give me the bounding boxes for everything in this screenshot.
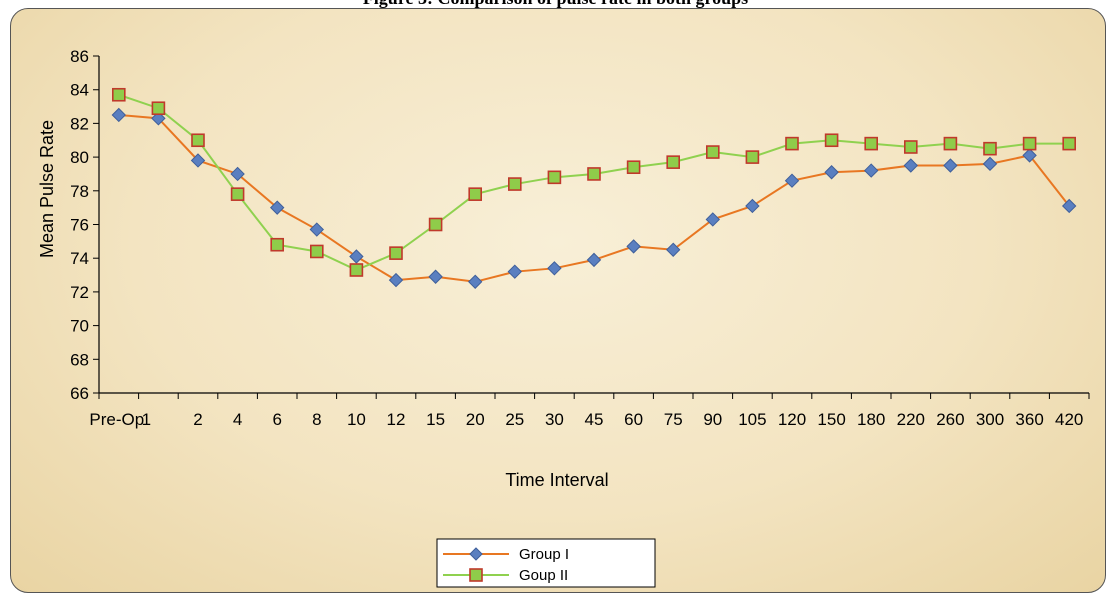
- x-tick-label: 4: [233, 410, 242, 429]
- data-point: [388, 272, 404, 288]
- data-point: [349, 249, 364, 264]
- data-point: [705, 145, 720, 159]
- data-point: [191, 133, 205, 148]
- data-point: [111, 107, 127, 123]
- series-markers: [111, 87, 1077, 289]
- y-tick-label: 70: [70, 317, 89, 336]
- data-point: [785, 136, 799, 151]
- data-point: [230, 166, 245, 182]
- data-point: [1022, 148, 1037, 163]
- y-tick-label: 74: [70, 249, 89, 268]
- x-tick-label: 10: [347, 410, 366, 429]
- y-tick-label: 68: [70, 350, 89, 369]
- data-point: [269, 200, 285, 215]
- legend-label: Group I: [519, 546, 569, 563]
- x-tick-label: 1: [142, 410, 151, 429]
- legend: Group I Goup II: [436, 538, 656, 588]
- x-tick-label: 2: [193, 410, 202, 429]
- x-tick-label: 150: [817, 410, 845, 429]
- x-tick-label: 75: [664, 410, 683, 429]
- x-tick-label: 260: [936, 410, 964, 429]
- x-tick-label: 12: [387, 410, 406, 429]
- x-tick-label: 180: [857, 410, 885, 429]
- data-point: [151, 111, 166, 126]
- x-tick-label: 30: [545, 410, 564, 429]
- data-point: [468, 187, 483, 201]
- data-point: [903, 158, 919, 173]
- legend-label: Goup II: [519, 567, 568, 584]
- legend-marker: [469, 568, 483, 582]
- legend-marker: [469, 547, 483, 561]
- data-point: [151, 101, 166, 116]
- data-point: [349, 263, 364, 277]
- data-point: [428, 217, 443, 232]
- data-point: [864, 136, 879, 151]
- data-point: [190, 153, 206, 168]
- data-point: [547, 261, 562, 276]
- y-tick-label: 86: [70, 47, 89, 66]
- x-tick-label: Pre-Op: [89, 410, 144, 429]
- data-point: [547, 170, 562, 185]
- x-tick-label: 15: [426, 410, 445, 429]
- x-tick-label: 8: [312, 410, 321, 429]
- data-point: [467, 274, 483, 289]
- data-point: [665, 242, 681, 257]
- data-point: [1061, 198, 1077, 214]
- x-tick-label: 360: [1015, 410, 1043, 429]
- data-point: [587, 167, 601, 181]
- data-point: [745, 150, 760, 164]
- data-point: [824, 133, 839, 148]
- y-tick-label: 78: [70, 182, 89, 201]
- x-tick-label: 20: [466, 410, 485, 429]
- data-point: [112, 87, 126, 102]
- data-point: [943, 158, 958, 173]
- y-tick-label: 66: [70, 384, 89, 403]
- data-point: [428, 269, 443, 284]
- data-point: [507, 177, 522, 191]
- x-tick-label: 6: [272, 410, 281, 429]
- x-axis-title: Time Interval: [505, 470, 608, 490]
- data-point: [943, 136, 958, 151]
- y-tick-label: 80: [70, 148, 89, 167]
- x-tick-label: 60: [624, 410, 643, 429]
- data-point: [270, 237, 285, 252]
- x-tick-label: 300: [976, 410, 1004, 429]
- y-tick-label: 82: [70, 114, 89, 133]
- x-tick-label: 220: [897, 410, 925, 429]
- data-point: [1062, 136, 1076, 151]
- x-tick-label: 120: [778, 410, 806, 429]
- data-point: [903, 140, 918, 154]
- data-point: [507, 264, 523, 279]
- data-point: [389, 246, 403, 260]
- y-tick-label: 72: [70, 283, 89, 302]
- chart-frame: 66 68 70 72 74 76 78 80 82 84 86 Pre-Op 1 2 4 6 8 10 12 15 2…: [10, 8, 1106, 593]
- data-point: [586, 252, 602, 268]
- data-point: [983, 141, 997, 156]
- data-point: [705, 212, 721, 227]
- x-tick-label: 25: [505, 410, 524, 429]
- data-point: [626, 160, 641, 175]
- x-tick-label: 45: [585, 410, 604, 429]
- data-point: [982, 156, 998, 172]
- y-axis-title: Mean Pulse Rate: [37, 120, 57, 258]
- data-point: [309, 244, 324, 259]
- data-point: [824, 165, 839, 180]
- data-point: [626, 239, 641, 254]
- data-point: [230, 187, 245, 201]
- series-line: [118, 93, 1070, 272]
- data-point: [784, 173, 800, 188]
- figure-caption: Figure 3: Comparison of pulse rate in bo…: [0, 0, 1111, 9]
- x-tick-label: 105: [738, 410, 766, 429]
- x-tick-label: 420: [1055, 410, 1083, 429]
- y-tick-label: 76: [70, 216, 89, 235]
- data-point: [863, 163, 879, 178]
- data-point: [666, 155, 681, 169]
- y-tick-label: 84: [70, 81, 89, 100]
- x-tick-label: 90: [703, 410, 722, 429]
- data-point: [309, 222, 325, 237]
- data-point: [745, 198, 760, 214]
- data-point: [1022, 136, 1037, 151]
